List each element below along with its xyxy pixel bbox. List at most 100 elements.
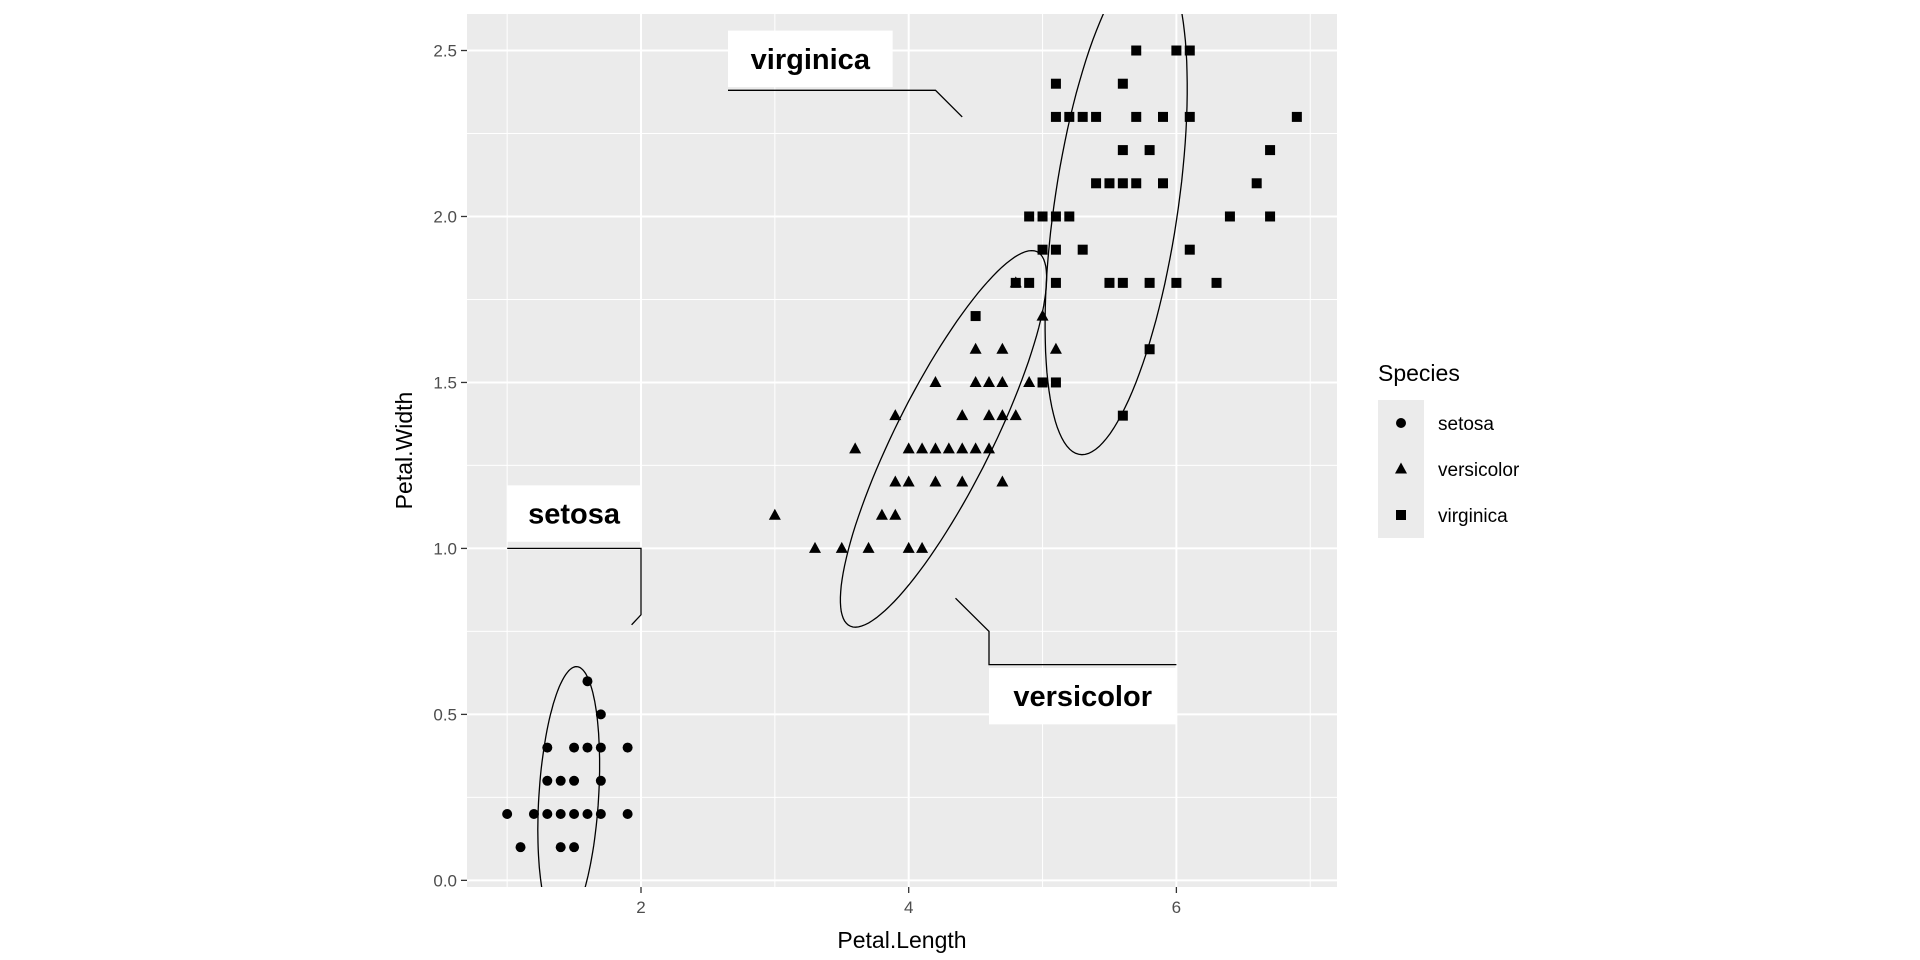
point-versicolor (969, 442, 982, 454)
annotation-leader-virginica (728, 89, 963, 118)
point-versicolor (929, 375, 942, 387)
point-versicolor (1009, 409, 1022, 421)
data-points (502, 45, 1302, 853)
point-versicolor (1036, 309, 1049, 321)
point-setosa (555, 808, 566, 819)
point-setosa (622, 808, 633, 819)
point-setosa (582, 676, 593, 687)
point-versicolor (1023, 375, 1036, 387)
point-virginica (1184, 244, 1195, 255)
point-setosa (502, 808, 513, 819)
ellipse-virginica (1044, 14, 1188, 456)
annotation-box-setosa (507, 485, 641, 542)
y-tick-label: 1.5 (433, 373, 457, 392)
annotation-label-versicolor: versicolor (1013, 681, 1152, 713)
point-versicolor (809, 541, 821, 553)
annotation-leader-setosa (507, 547, 642, 626)
point-virginica (1131, 178, 1142, 189)
point-virginica (1077, 244, 1088, 255)
point-setosa (569, 742, 580, 753)
point-versicolor (956, 442, 969, 454)
point-versicolor (956, 409, 969, 421)
point-virginica (1050, 211, 1061, 222)
point-virginica (1117, 410, 1128, 421)
point-setosa (515, 842, 526, 853)
legend-title: Species (1378, 360, 1460, 386)
x-tick-label: 2 (636, 898, 645, 917)
point-versicolor (1049, 342, 1062, 354)
point-virginica (1091, 178, 1102, 189)
point-versicolor (983, 442, 995, 454)
point-virginica (1158, 178, 1168, 189)
point-setosa (555, 842, 566, 853)
y-tick-label: 2.5 (433, 42, 457, 61)
point-versicolor (902, 442, 915, 454)
point-setosa (528, 808, 539, 819)
point-setosa (595, 709, 606, 720)
point-setosa (542, 775, 553, 786)
point-virginica (1050, 277, 1061, 288)
point-virginica (1131, 111, 1142, 122)
legend: Species setosa versicolor virginica (1378, 360, 1520, 538)
x-axis-title: Petal.Length (837, 927, 966, 953)
point-virginica (1184, 45, 1195, 56)
point-virginica (1144, 145, 1155, 156)
point-virginica (1037, 211, 1048, 222)
point-versicolor (956, 475, 969, 487)
point-versicolor (916, 442, 929, 454)
point-setosa (595, 808, 606, 819)
point-versicolor (969, 375, 982, 387)
legend-entries: setosa versicolor virginica (1395, 414, 1520, 527)
point-virginica (1265, 145, 1276, 156)
point-virginica (1251, 178, 1262, 189)
point-versicolor (875, 508, 888, 520)
point-virginica (1171, 277, 1182, 288)
annotation-box-virginica (728, 30, 893, 88)
point-virginica (1091, 111, 1102, 122)
point-versicolor (929, 442, 942, 454)
legend-label-virginica: virginica (1438, 506, 1508, 527)
legend-label-setosa: setosa (1438, 414, 1494, 435)
point-setosa (582, 808, 593, 819)
point-versicolor (983, 409, 995, 421)
point-virginica (1144, 344, 1155, 355)
point-virginica (1037, 244, 1048, 255)
point-virginica (1064, 111, 1075, 122)
point-virginica (1171, 45, 1182, 56)
point-setosa (595, 742, 606, 753)
point-virginica (1117, 78, 1128, 89)
point-versicolor (929, 475, 942, 487)
point-virginica (1037, 377, 1048, 388)
point-versicolor (768, 508, 781, 520)
point-virginica (1117, 145, 1128, 156)
y-tick-label: 0.0 (433, 871, 457, 890)
point-virginica (1024, 277, 1035, 288)
point-versicolor (996, 409, 1009, 421)
point-versicolor (996, 475, 1009, 487)
annotation-label-virginica: virginica (751, 44, 871, 76)
point-versicolor (902, 541, 915, 553)
point-virginica (1104, 178, 1115, 189)
point-virginica (1024, 211, 1035, 222)
point-setosa (582, 742, 593, 753)
point-versicolor (889, 508, 902, 520)
point-virginica (1291, 111, 1302, 122)
plot-panel (467, 14, 1337, 887)
point-virginica (1117, 277, 1128, 288)
annotation-label-setosa: setosa (528, 499, 621, 531)
x-tick-label: 6 (1172, 898, 1181, 917)
point-setosa (542, 742, 553, 753)
point-versicolor (996, 375, 1009, 387)
point-versicolor (835, 541, 848, 553)
point-versicolor (889, 475, 902, 487)
point-setosa (555, 775, 566, 786)
point-setosa (569, 842, 580, 853)
point-virginica (1050, 78, 1061, 89)
point-virginica (1050, 244, 1061, 255)
y-tick-label: 0.5 (433, 705, 457, 724)
y-tick-label: 1.0 (433, 539, 457, 558)
point-versicolor (862, 541, 875, 553)
point-virginica (1184, 111, 1195, 122)
point-virginica (1050, 111, 1061, 122)
